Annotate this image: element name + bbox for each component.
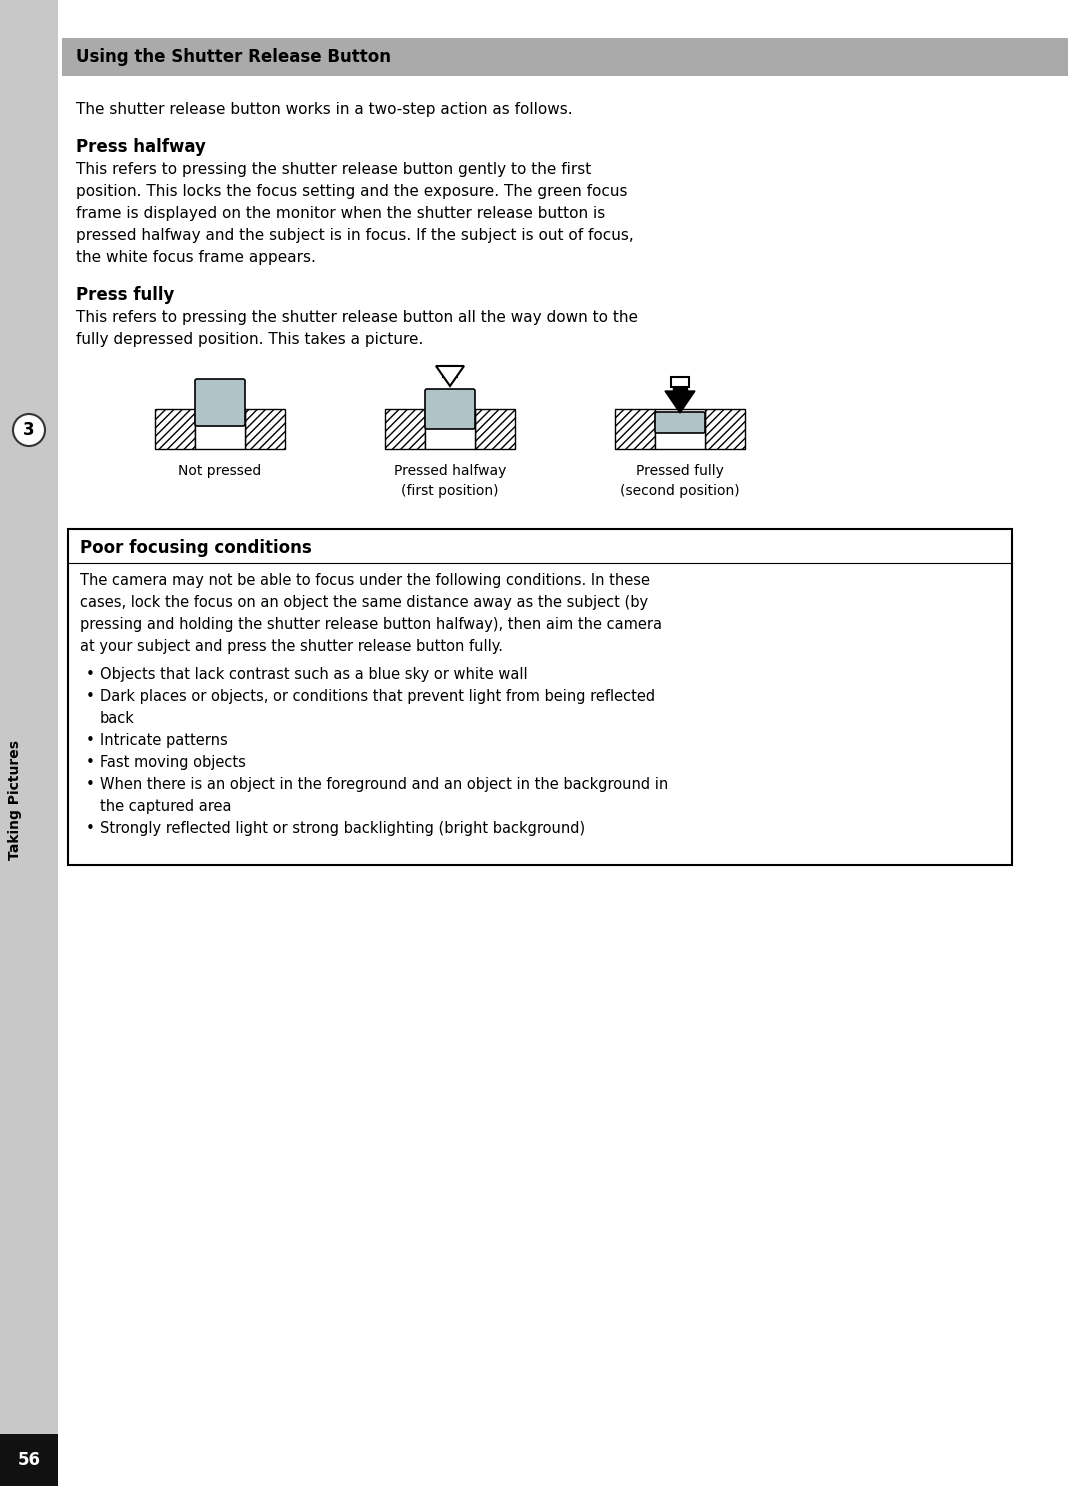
Text: Not pressed: Not pressed [178, 464, 261, 478]
Bar [673, 386, 687, 391]
Bar [62, 39, 1068, 76]
Bar [68, 529, 1012, 865]
Text: •: • [86, 755, 95, 770]
Text: pressed halfway and the subject is in focus. If the subject is out of focus,: pressed halfway and the subject is in fo… [76, 227, 634, 244]
Text: The shutter release button works in a two-step action as follows.: The shutter release button works in a tw… [76, 103, 572, 117]
Text: Pressed halfway
(first position): Pressed halfway (first position) [394, 464, 507, 498]
Text: This refers to pressing the shutter release button gently to the first: This refers to pressing the shutter rele… [76, 162, 591, 177]
Bar [705, 409, 745, 449]
Circle shape [13, 415, 45, 446]
Text: at your subject and press the shutter release button fully.: at your subject and press the shutter re… [80, 639, 503, 654]
Polygon shape [665, 391, 696, 413]
Text: the captured area: the captured area [100, 799, 231, 814]
Bar [384, 409, 426, 449]
Bar [475, 409, 515, 449]
Bar [156, 409, 195, 449]
Bar [426, 409, 475, 449]
Text: The camera may not be able to focus under the following conditions. In these: The camera may not be able to focus unde… [80, 574, 650, 588]
Text: frame is displayed on the monitor when the shutter release button is: frame is displayed on the monitor when t… [76, 207, 605, 221]
FancyBboxPatch shape [195, 379, 245, 426]
Text: This refers to pressing the shutter release button all the way down to the: This refers to pressing the shutter rele… [76, 311, 638, 325]
Text: Using the Shutter Release Button: Using the Shutter Release Button [76, 48, 391, 65]
Text: Objects that lack contrast such as a blue sky or white wall: Objects that lack contrast such as a blu… [100, 667, 528, 682]
Text: Press fully: Press fully [76, 285, 174, 305]
Text: pressing and holding the shutter release button halfway), then aim the camera: pressing and holding the shutter release… [80, 617, 662, 632]
FancyBboxPatch shape [426, 389, 475, 429]
Text: fully depressed position. This takes a picture.: fully depressed position. This takes a p… [76, 331, 423, 348]
Text: the white focus frame appears.: the white focus frame appears. [76, 250, 315, 265]
Text: •: • [86, 777, 95, 792]
Bar [654, 409, 705, 449]
Text: When there is an object in the foreground and an object in the background in: When there is an object in the foregroun… [100, 777, 669, 792]
Text: •: • [86, 733, 95, 747]
Text: position. This locks the focus setting and the exposure. The green focus: position. This locks the focus setting a… [76, 184, 627, 199]
Bar [615, 409, 654, 449]
Text: Taking Pictures: Taking Pictures [8, 740, 22, 860]
Bar [0, 1434, 58, 1486]
Text: •: • [86, 667, 95, 682]
Bar [195, 409, 245, 449]
Polygon shape [436, 366, 464, 386]
Text: Strongly reflected light or strong backlighting (bright background): Strongly reflected light or strong backl… [100, 820, 585, 837]
Bar [245, 409, 285, 449]
Text: 56: 56 [17, 1450, 41, 1470]
Text: Dark places or objects, or conditions that prevent light from being reflected: Dark places or objects, or conditions th… [100, 690, 656, 704]
Text: Poor focusing conditions: Poor focusing conditions [80, 539, 312, 557]
Text: Intricate patterns: Intricate patterns [100, 733, 228, 747]
Text: •: • [86, 820, 95, 837]
Bar [671, 377, 689, 386]
Text: Fast moving objects: Fast moving objects [100, 755, 246, 770]
Text: •: • [86, 690, 95, 704]
Bar [443, 366, 457, 377]
Bar [0, 0, 58, 1486]
Text: Pressed fully
(second position): Pressed fully (second position) [620, 464, 740, 498]
FancyBboxPatch shape [654, 412, 705, 432]
Text: back: back [100, 710, 135, 727]
Text: 3: 3 [23, 421, 35, 438]
Text: cases, lock the focus on an object the same distance away as the subject (by: cases, lock the focus on an object the s… [80, 594, 648, 609]
Text: Press halfway: Press halfway [76, 138, 206, 156]
